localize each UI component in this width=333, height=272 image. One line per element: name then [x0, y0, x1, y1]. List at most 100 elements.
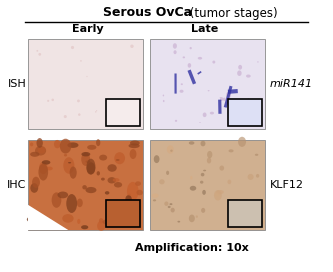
Ellipse shape [207, 157, 211, 163]
Ellipse shape [163, 100, 165, 102]
Ellipse shape [166, 171, 169, 175]
Ellipse shape [97, 171, 100, 175]
Ellipse shape [255, 154, 258, 156]
Ellipse shape [163, 94, 164, 96]
Ellipse shape [38, 53, 41, 56]
Ellipse shape [201, 208, 205, 213]
Ellipse shape [250, 222, 254, 227]
Ellipse shape [108, 177, 116, 184]
Ellipse shape [77, 219, 80, 224]
Ellipse shape [64, 115, 67, 118]
Ellipse shape [130, 140, 140, 146]
Ellipse shape [27, 217, 36, 222]
Text: miR141: miR141 [270, 79, 313, 89]
Ellipse shape [137, 190, 143, 195]
Ellipse shape [71, 46, 74, 49]
Ellipse shape [63, 157, 74, 174]
Ellipse shape [164, 202, 168, 206]
Ellipse shape [210, 112, 214, 115]
Ellipse shape [117, 200, 121, 207]
Ellipse shape [38, 164, 48, 181]
Ellipse shape [229, 209, 231, 211]
Ellipse shape [190, 186, 196, 191]
Bar [28, 39, 143, 129]
Ellipse shape [68, 162, 71, 163]
Ellipse shape [130, 45, 134, 48]
Ellipse shape [247, 174, 254, 180]
Ellipse shape [40, 226, 43, 228]
Ellipse shape [81, 152, 90, 156]
Ellipse shape [135, 181, 141, 186]
Ellipse shape [237, 70, 242, 76]
Ellipse shape [60, 139, 71, 153]
Ellipse shape [212, 61, 215, 64]
Ellipse shape [202, 190, 206, 195]
Ellipse shape [77, 100, 80, 102]
Ellipse shape [175, 120, 177, 122]
Ellipse shape [119, 107, 121, 108]
Ellipse shape [216, 190, 224, 194]
Ellipse shape [81, 225, 88, 229]
Ellipse shape [153, 199, 156, 201]
Ellipse shape [32, 177, 40, 188]
Ellipse shape [173, 43, 177, 49]
Ellipse shape [220, 97, 221, 98]
Ellipse shape [154, 155, 160, 163]
Ellipse shape [52, 192, 61, 208]
Ellipse shape [95, 111, 97, 113]
Ellipse shape [259, 219, 265, 225]
Ellipse shape [189, 47, 192, 49]
Ellipse shape [227, 180, 231, 184]
Ellipse shape [96, 139, 100, 146]
Ellipse shape [67, 142, 79, 148]
Bar [28, 140, 143, 230]
Ellipse shape [36, 50, 38, 52]
Ellipse shape [215, 192, 220, 196]
Ellipse shape [179, 90, 183, 93]
Ellipse shape [189, 141, 194, 145]
Ellipse shape [80, 60, 82, 62]
Ellipse shape [189, 215, 195, 222]
Ellipse shape [30, 143, 33, 146]
Text: ISH: ISH [8, 79, 26, 89]
Bar [150, 39, 265, 129]
Ellipse shape [223, 98, 226, 101]
Ellipse shape [199, 122, 201, 123]
Ellipse shape [108, 164, 117, 172]
Text: (tumor stages): (tumor stages) [186, 7, 278, 20]
Ellipse shape [54, 140, 61, 148]
Ellipse shape [252, 221, 256, 225]
Ellipse shape [77, 199, 83, 207]
Text: IHC: IHC [7, 180, 27, 190]
Ellipse shape [256, 174, 259, 178]
Ellipse shape [238, 137, 246, 147]
Ellipse shape [167, 145, 174, 154]
Ellipse shape [203, 170, 206, 171]
Bar [106, 99, 140, 126]
Ellipse shape [170, 150, 173, 152]
Ellipse shape [181, 83, 183, 85]
Ellipse shape [207, 151, 212, 158]
Ellipse shape [82, 185, 87, 190]
Ellipse shape [70, 166, 77, 179]
Ellipse shape [128, 194, 131, 195]
Ellipse shape [129, 143, 140, 148]
Ellipse shape [47, 100, 49, 102]
Ellipse shape [152, 193, 159, 198]
Ellipse shape [97, 221, 105, 231]
Ellipse shape [248, 98, 249, 99]
Ellipse shape [116, 159, 120, 161]
Ellipse shape [187, 63, 191, 68]
Bar [106, 200, 140, 227]
Ellipse shape [105, 191, 110, 194]
Ellipse shape [196, 215, 198, 218]
Ellipse shape [168, 206, 170, 208]
Ellipse shape [203, 113, 206, 117]
Ellipse shape [30, 152, 40, 157]
Ellipse shape [130, 149, 137, 159]
Ellipse shape [173, 50, 176, 54]
Ellipse shape [198, 57, 202, 60]
Ellipse shape [62, 214, 74, 223]
Ellipse shape [101, 178, 105, 181]
Text: Amplification: 10x: Amplification: 10x [135, 243, 249, 253]
